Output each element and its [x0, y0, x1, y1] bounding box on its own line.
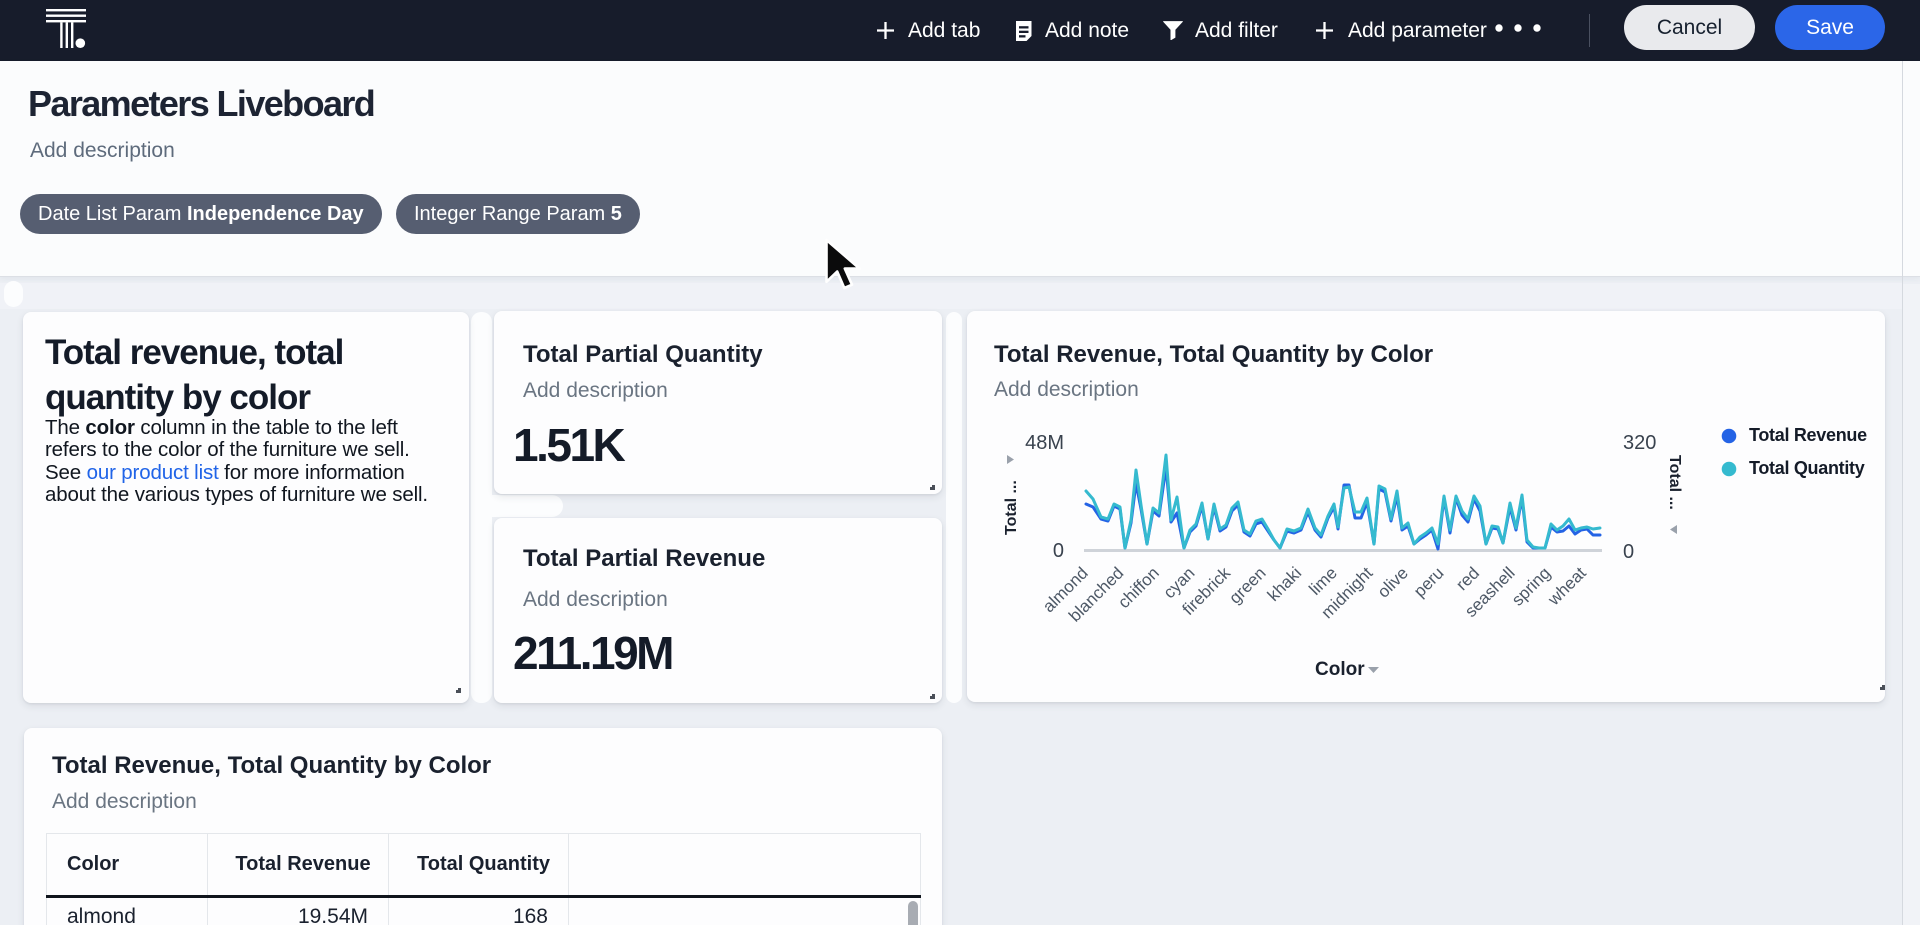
svg-text:Total Revenue: Total Revenue	[1749, 425, 1867, 445]
svg-text:0: 0	[1053, 540, 1064, 562]
svg-text:320: 320	[1623, 432, 1656, 454]
svg-text:Total Quantity: Total Quantity	[1749, 458, 1865, 478]
svg-text:Total ...: Total ...	[1003, 480, 1020, 535]
svg-text:Color: Color	[1315, 659, 1365, 680]
svg-text:khaki: khaki	[1264, 563, 1305, 604]
svg-text:Total ...: Total ...	[1666, 455, 1683, 510]
svg-text:olive: olive	[1374, 563, 1412, 601]
svg-text:0: 0	[1623, 541, 1634, 563]
svg-text:spring: spring	[1508, 563, 1554, 609]
svg-text:peru: peru	[1410, 563, 1447, 600]
svg-text:wheat: wheat	[1544, 563, 1590, 609]
svg-text:green: green	[1225, 563, 1269, 607]
svg-text:48M: 48M	[1025, 432, 1064, 454]
svg-text:chiffon: chiffon	[1114, 563, 1163, 612]
